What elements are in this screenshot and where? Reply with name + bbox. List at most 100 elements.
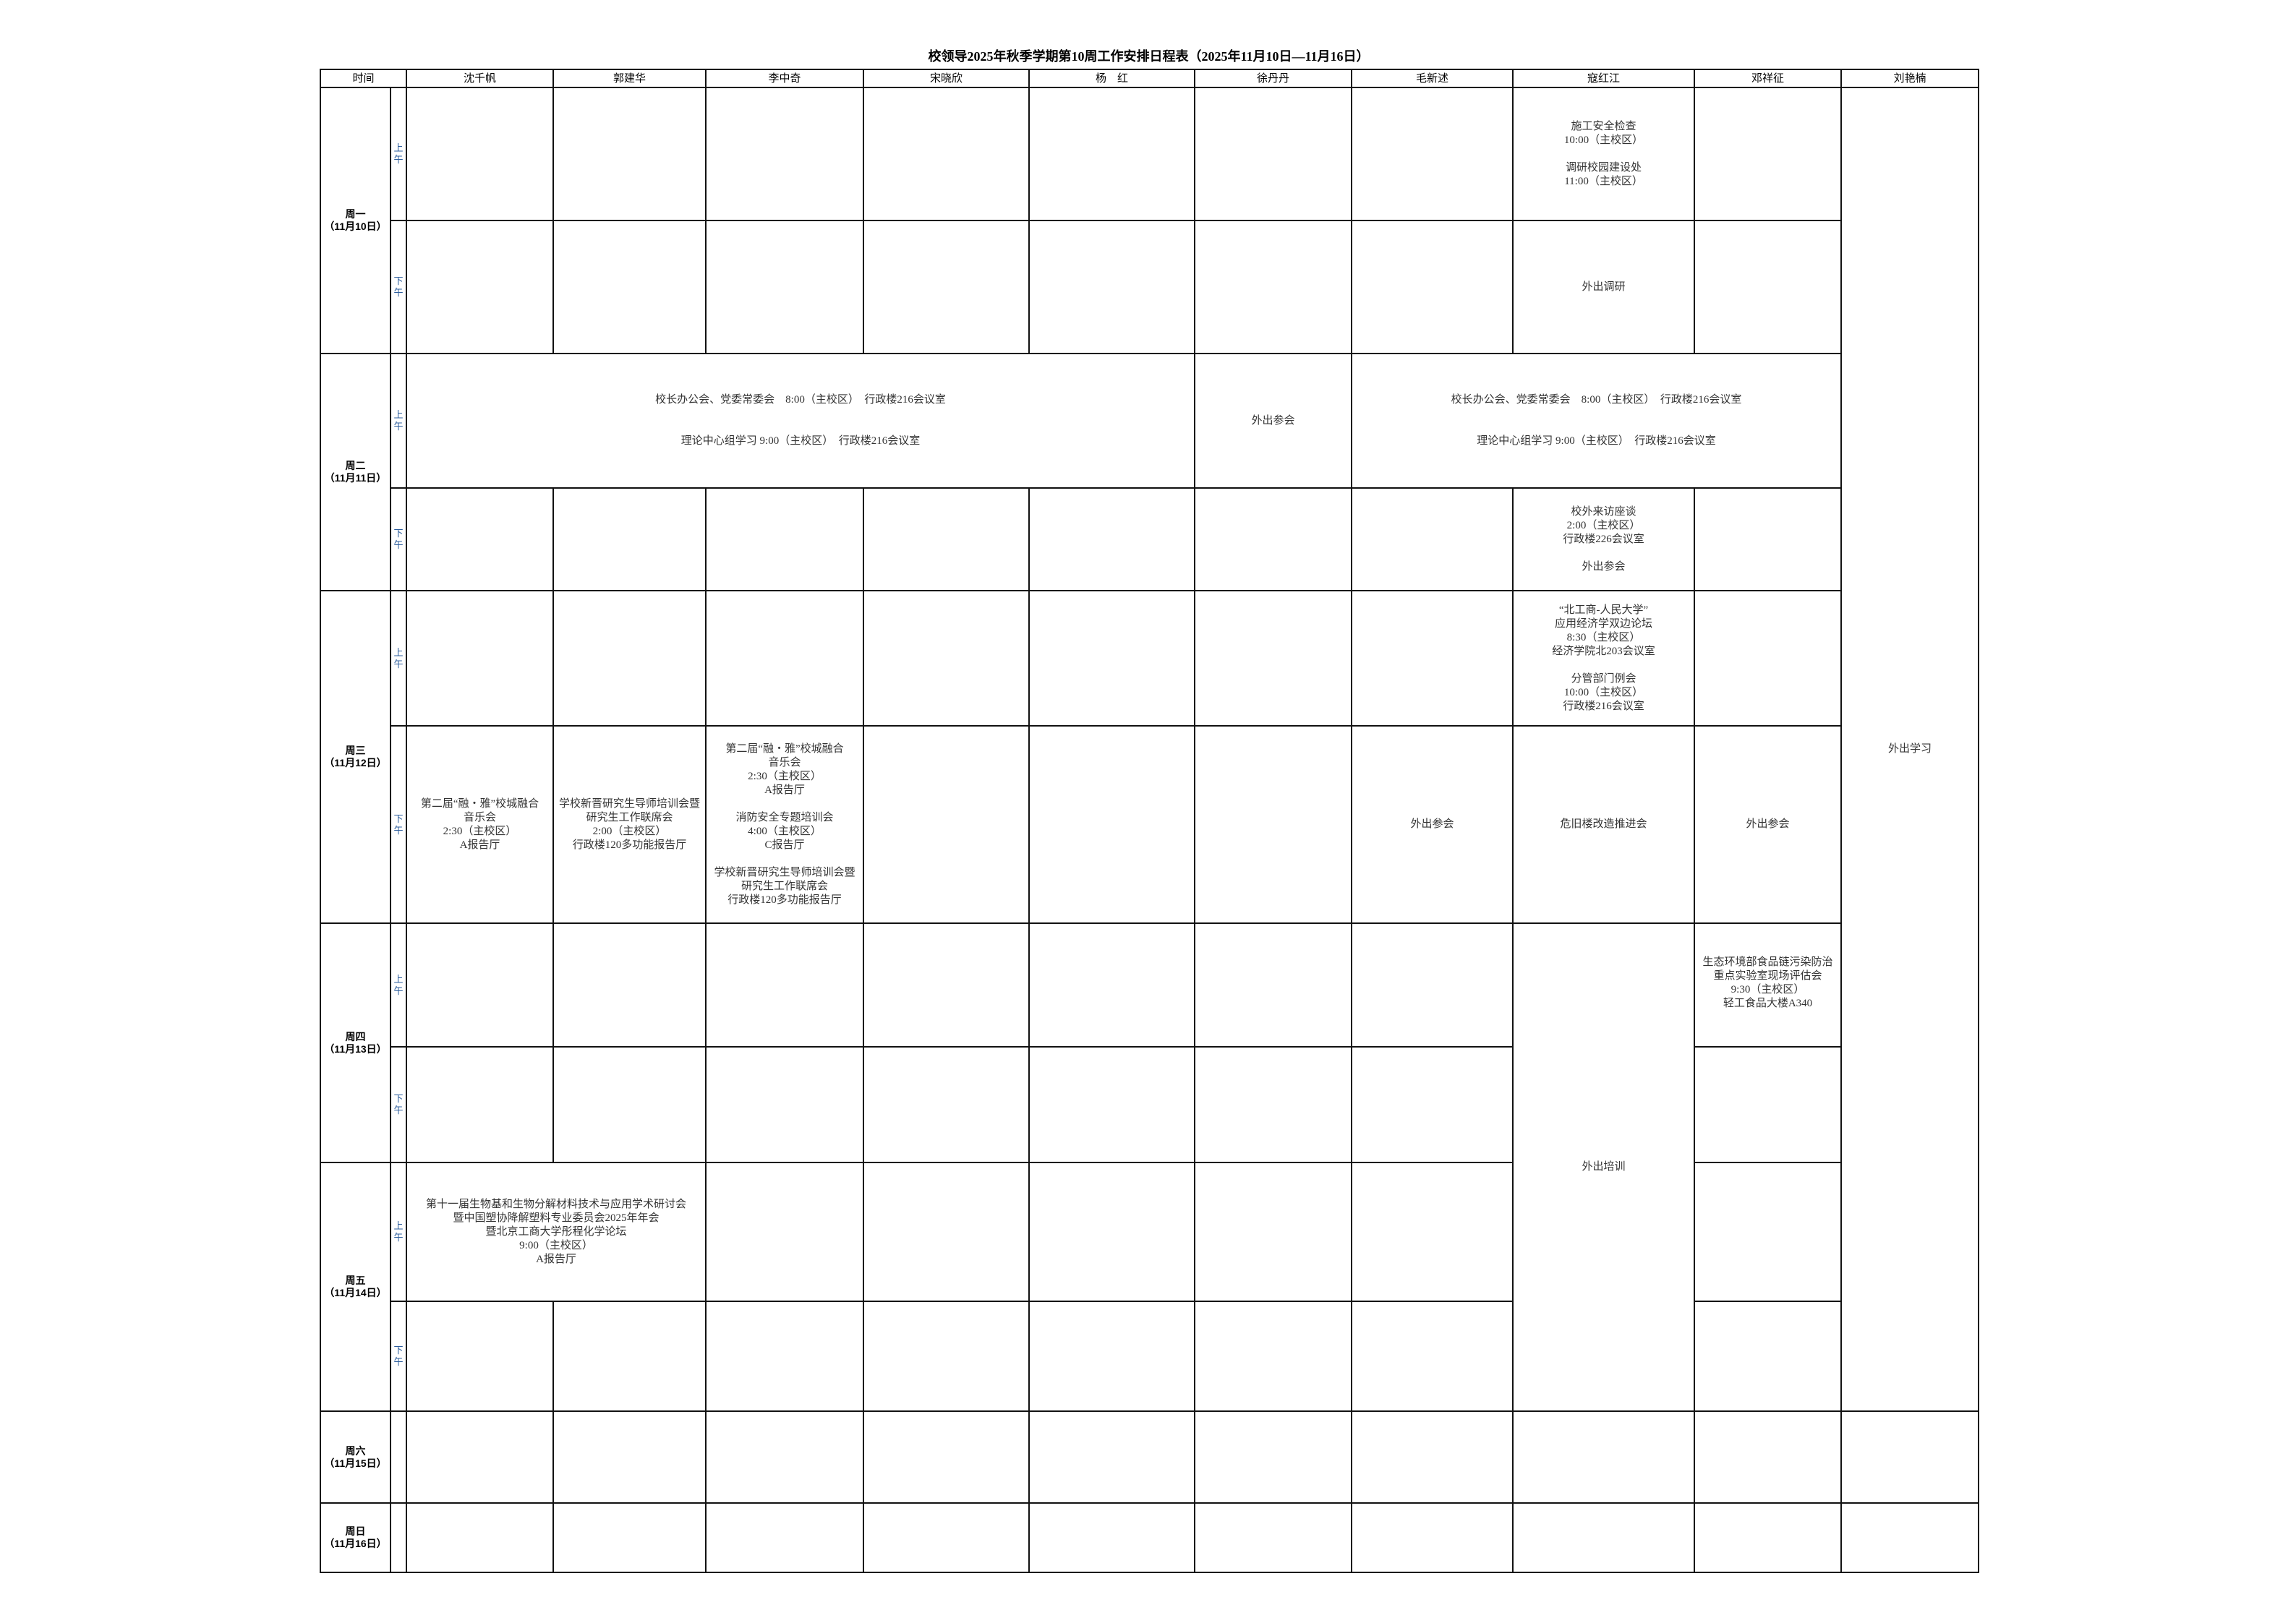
schedule-table: 时间 沈千帆 郭建华 李中奇 宋晓欣 杨 红 徐丹丹 毛新述 寇红江 邓祥征 刘…	[319, 69, 1980, 1573]
cell	[1512, 1410, 1696, 1504]
period-label: 上午	[393, 409, 404, 432]
event-cell: 生态环境部食品链污染防治 重点实验室现场评估会 9:30（主校区） 轻工食品大楼…	[1694, 922, 1843, 1048]
day-label: 周三 （11月12日）	[320, 590, 391, 924]
period-am: 上午	[389, 87, 408, 221]
day-name: 周一	[345, 208, 366, 220]
cell	[705, 922, 865, 1048]
event-cell: 外出培训	[1512, 922, 1696, 1412]
cell	[705, 220, 865, 354]
cell	[552, 1410, 707, 1504]
cell	[552, 1502, 707, 1573]
row-thu-pm: 下午	[320, 1046, 1979, 1163]
cell	[1028, 1502, 1196, 1573]
cell	[552, 1046, 707, 1163]
row-thu-am: 周四 （11月13日） 上午 外出培训 生态环境部食品链污染防治 重点实验室现场评…	[320, 922, 1979, 1412]
period-label: 下午	[393, 275, 404, 298]
cell	[1351, 487, 1514, 591]
cell	[552, 487, 707, 591]
day-name: 周日	[345, 1525, 366, 1537]
header-leader: 沈千帆	[406, 69, 555, 88]
cell	[863, 1502, 1030, 1573]
cell	[1028, 590, 1196, 727]
cell	[552, 220, 707, 354]
period-pm: 下午	[389, 725, 408, 924]
event-cell: 施工安全检查 10:00（主校区） 调研校园建设处 11:00（主校区）	[1512, 87, 1696, 221]
cell	[389, 1502, 408, 1573]
period-pm: 下午	[389, 487, 408, 591]
event-cell: 外出调研	[1512, 220, 1696, 354]
header-leader: 李中奇	[705, 69, 865, 88]
cell	[705, 590, 865, 727]
cell	[1194, 220, 1353, 354]
event-cell: 学校新晋研究生导师培训会暨 研究生工作联席会 2:00（主校区） 行政楼120多…	[552, 725, 707, 924]
cell	[1028, 87, 1196, 221]
event-cell: 危旧楼改造推进会	[1512, 725, 1696, 924]
day-date: （11月15日）	[324, 1457, 387, 1469]
cell	[863, 1046, 1030, 1163]
day-date: （11月14日）	[324, 1287, 387, 1298]
cell	[1028, 725, 1196, 924]
period-label: 上午	[393, 1220, 404, 1243]
cell	[1351, 1502, 1514, 1573]
cell	[1694, 1162, 1843, 1302]
cell	[1694, 87, 1843, 221]
header-leader: 刘艳楠	[1840, 69, 1980, 88]
cell	[1194, 590, 1353, 727]
event-cell: 外出参会	[1351, 725, 1514, 924]
cell	[863, 1301, 1030, 1412]
period-am: 上午	[389, 922, 408, 1048]
cell	[1028, 487, 1196, 591]
day-date: （11月16日）	[324, 1538, 387, 1549]
event-cell: “北工商-人民大学” 应用经济学双边论坛 8:30（主校区） 经济学院北203会…	[1512, 590, 1696, 727]
row-sun: 周日 （11月16日）	[320, 1502, 1980, 1573]
cell	[1694, 1301, 1843, 1412]
day-name: 周五	[345, 1275, 366, 1286]
cell	[1351, 220, 1514, 354]
cell	[1694, 1046, 1843, 1163]
cell	[863, 922, 1030, 1048]
header-leader: 寇红江	[1512, 69, 1696, 88]
cell	[406, 1046, 555, 1163]
header-leader: 杨 红	[1028, 69, 1196, 88]
header-leader: 徐丹丹	[1194, 69, 1353, 88]
day-label: 周四 （11月13日）	[320, 922, 391, 1163]
row-wed-am: 周三 （11月12日） 上午 “北工商-人民大学” 应用经济学双边论坛 8:30（…	[320, 590, 1979, 924]
cell	[863, 87, 1030, 221]
cell	[863, 1410, 1030, 1504]
cell	[552, 590, 707, 727]
header-leader: 宋晓欣	[863, 69, 1030, 88]
cell	[705, 487, 865, 591]
event-cell: 第十一届生物基和生物分解材料技术与应用学术研讨会 暨中国塑协降解塑料专业委员会2…	[406, 1162, 707, 1302]
period-label: 下午	[393, 1345, 404, 1367]
header-leader: 邓祥征	[1694, 69, 1843, 88]
header-leader: 毛新述	[1351, 69, 1514, 88]
cell	[1028, 1162, 1196, 1302]
day-date: （11月10日）	[324, 220, 387, 232]
period-label: 下午	[393, 1093, 404, 1115]
day-name: 周六	[345, 1444, 366, 1457]
cell	[1194, 87, 1353, 221]
cell	[1351, 590, 1514, 727]
cell	[1028, 1410, 1196, 1504]
day-label: 周六 （11月15日）	[320, 1410, 391, 1504]
event-cell: 外出参会	[1194, 353, 1353, 489]
event-cell: 第二届“融・雅”校城融合 音乐会 2:30（主校区） A报告厅	[406, 725, 555, 924]
cell	[1351, 1162, 1514, 1302]
period-label: 上午	[393, 973, 404, 996]
cell	[406, 922, 555, 1048]
day-label: 周五 （11月14日）	[320, 1162, 391, 1412]
cell	[552, 1301, 707, 1412]
cell	[1194, 1162, 1353, 1302]
cell	[1028, 1301, 1196, 1412]
row-fri-pm: 下午	[320, 1301, 1979, 1412]
period-pm: 下午	[389, 220, 408, 354]
event-cell: 校外来访座谈 2:00（主校区） 行政楼226会议室 外出参会	[1512, 487, 1696, 591]
cell	[1194, 725, 1353, 924]
row-mon-pm: 下午 外出调研	[320, 220, 1979, 354]
cell	[389, 1410, 408, 1504]
period-pm: 下午	[389, 1301, 408, 1412]
cell	[1351, 87, 1514, 221]
period-am: 上午	[389, 1162, 408, 1302]
period-pm: 下午	[389, 1046, 408, 1163]
event-cell: 校长办公会、党委常委会 8:00（主校区） 行政楼216会议室 理论中心组学习 …	[406, 353, 1196, 489]
